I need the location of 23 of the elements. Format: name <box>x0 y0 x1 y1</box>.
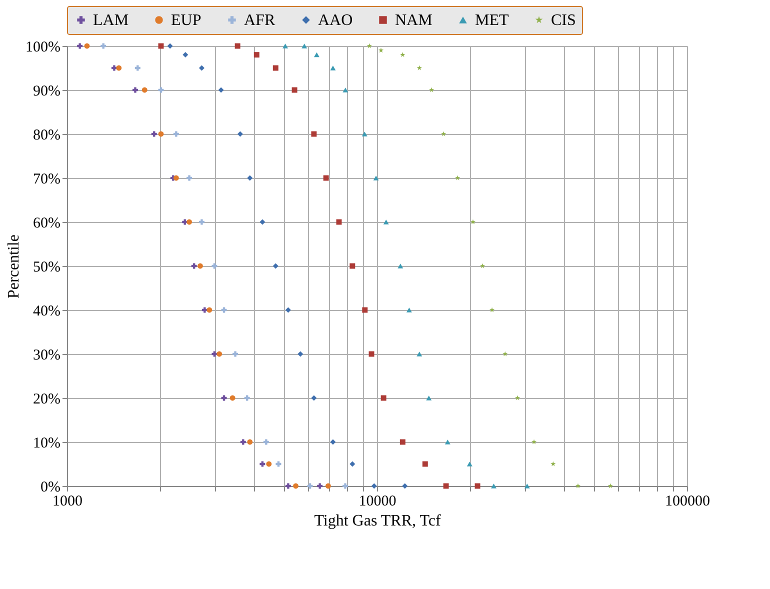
y-tick-label: 70% <box>33 172 60 188</box>
y-tick-label: 100% <box>26 40 60 56</box>
x-axis-title: Tight Gas TRR, Tcf <box>314 512 442 530</box>
legend-label: EUP <box>171 12 202 29</box>
y-tick-label: 20% <box>33 392 60 408</box>
legend-label: LAM <box>93 12 129 29</box>
y-tick-label: 40% <box>33 304 60 320</box>
y-tick-label: 60% <box>33 216 60 232</box>
y-tick-label: 30% <box>33 348 60 364</box>
y-tick-label: 50% <box>33 260 60 276</box>
x-tick-label: 100000 <box>665 494 710 510</box>
legend-label: MET <box>475 12 509 29</box>
y-tick-label: 10% <box>33 436 60 452</box>
legend-label: CIS <box>551 12 576 29</box>
y-tick-label: 0% <box>40 480 60 496</box>
x-tick-label: 10000 <box>358 494 396 510</box>
legend-label: NAM <box>395 12 432 29</box>
legend-label: AAO <box>318 12 353 29</box>
x-tick-label: 1000 <box>52 494 82 510</box>
y-tick-label: 80% <box>33 128 60 144</box>
y-tick-label: 90% <box>33 84 60 100</box>
legend-label: AFR <box>244 12 276 29</box>
y-axis-title: Percentile <box>6 234 23 298</box>
